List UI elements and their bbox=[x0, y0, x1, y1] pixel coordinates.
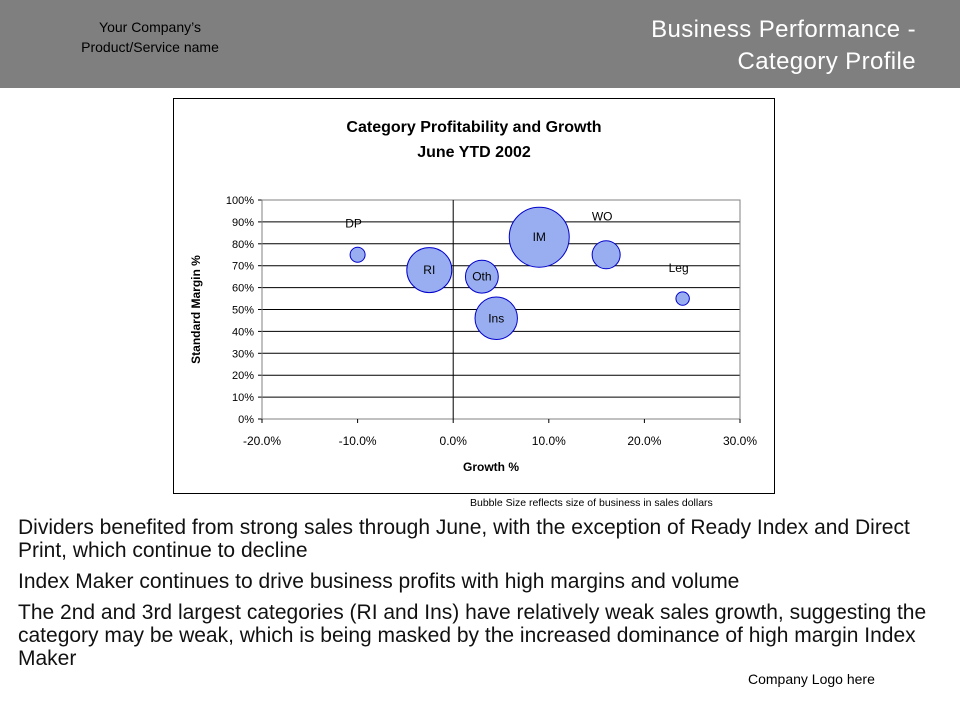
company-logo-placeholder: Company Logo here bbox=[748, 669, 875, 689]
bubble-chart: Category Profitability and Growth June YT… bbox=[189, 119, 757, 474]
bubble-label: IM bbox=[533, 230, 546, 244]
bullet-list: Dividers benefited from strong sales thr… bbox=[18, 516, 948, 678]
bubble-dp bbox=[349, 246, 366, 263]
y-tick-label: 80% bbox=[232, 239, 254, 251]
chart-footnote: Bubble Size reflects size of business in… bbox=[470, 497, 713, 509]
y-tick-label: 90% bbox=[232, 217, 254, 229]
bubble-label: WO bbox=[592, 210, 613, 224]
bubble-ins bbox=[474, 296, 518, 340]
x-tick-label: 20.0% bbox=[627, 434, 661, 448]
y-tick-label: 60% bbox=[232, 283, 254, 295]
y-tick-label: 100% bbox=[226, 195, 254, 207]
chart-title: Category Profitability and Growth bbox=[346, 119, 601, 136]
chart-subtitle: June YTD 2002 bbox=[417, 144, 531, 161]
company-name: Your Company’s Product/Service name bbox=[81, 19, 219, 55]
bubble-im bbox=[508, 206, 570, 268]
y-tick-label: 40% bbox=[232, 326, 254, 338]
y-tick-label: 10% bbox=[232, 392, 254, 404]
x-tick-label: 0.0% bbox=[440, 434, 468, 448]
bullet-point: The 2nd and 3rd largest categories (RI a… bbox=[18, 601, 927, 670]
header-bar: Your Company’s Product/Service name Busi… bbox=[0, 0, 960, 88]
bubble-wo bbox=[591, 240, 621, 270]
chart-frame: Category Profitability and Growth June YT… bbox=[173, 98, 775, 494]
bubble-label: Oth bbox=[472, 270, 491, 284]
y-tick-label: 30% bbox=[232, 348, 254, 360]
y-tick-label: 50% bbox=[232, 305, 254, 317]
x-axis-label: Growth % bbox=[463, 460, 519, 474]
x-tick-label: 10.0% bbox=[532, 434, 566, 448]
bullet-point: Index Maker continues to drive business … bbox=[18, 570, 740, 593]
y-tick-label: 70% bbox=[232, 261, 254, 273]
bubble-leg bbox=[675, 291, 690, 306]
y-axis-label: Standard Margin % bbox=[189, 255, 203, 364]
y-tick-label: 20% bbox=[232, 370, 254, 382]
bubble-oth bbox=[464, 259, 499, 294]
bubble-ri bbox=[406, 247, 453, 294]
bubble-label: RI bbox=[423, 263, 435, 277]
plot-area bbox=[261, 199, 741, 420]
page-title: Business Performance - Category Profile bbox=[651, 16, 916, 75]
y-tick-label: 0% bbox=[238, 414, 254, 426]
x-tick-label: -20.0% bbox=[243, 434, 281, 448]
x-tick-label: 30.0% bbox=[723, 434, 757, 448]
bubble-label: Ins bbox=[488, 311, 504, 325]
bubble-label: DP bbox=[345, 216, 362, 230]
bubble-label: Leg bbox=[669, 261, 689, 275]
x-tick-label: -10.0% bbox=[339, 434, 377, 448]
bullet-point: Dividers benefited from strong sales thr… bbox=[18, 516, 910, 562]
